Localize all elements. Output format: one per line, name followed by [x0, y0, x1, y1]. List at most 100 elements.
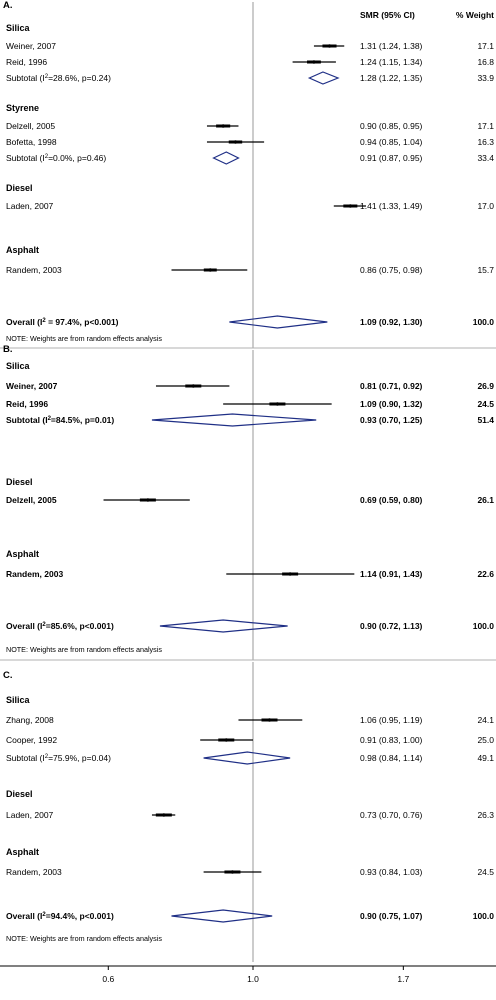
ci-value: 0.93 (0.70, 1.25) [360, 415, 423, 425]
group-label: Silica [6, 361, 31, 371]
study-label: Randem, 2003 [6, 265, 62, 275]
weight-value: 26.3 [477, 810, 494, 820]
panel-label: A. [3, 0, 13, 11]
point-estimate [146, 498, 150, 502]
x-axis: 0.6 1.0 1.7 [0, 965, 496, 984]
ci-value: 1.28 (1.22, 1.35) [360, 73, 423, 83]
ci-value: 1.06 (0.95, 1.19) [360, 715, 423, 725]
weight-value: 25.0 [477, 735, 494, 745]
group-label: Silica [6, 23, 31, 33]
ci-value: 0.90 (0.75, 1.07) [360, 911, 423, 921]
subtotal-label: Subtotal (I2=28.6%, p=0.24) [6, 73, 111, 83]
study-label: Reid, 1996 [6, 57, 47, 67]
ci-value: 1.14 (0.91, 1.43) [360, 569, 423, 579]
point-estimate [191, 384, 196, 388]
point-estimate [312, 60, 316, 64]
study-label: Reid, 1996 [6, 399, 48, 409]
weights-note: NOTE: Weights are from random effects an… [6, 645, 162, 654]
weight-value: 16.3 [477, 137, 494, 147]
point-estimate [224, 738, 229, 742]
ci-value: 0.86 (0.75, 0.98) [360, 265, 423, 275]
ci-value: 0.91 (0.87, 0.95) [360, 153, 423, 163]
weight-value: 24.5 [477, 399, 494, 409]
ci-value: 0.81 (0.71, 0.92) [360, 381, 423, 391]
weight-value: 24.1 [477, 715, 494, 725]
weight-value: 26.1 [477, 495, 494, 505]
weight-value: 17.1 [477, 41, 494, 51]
group-label: Styrene [6, 103, 39, 113]
overall-diamond [171, 909, 273, 923]
ci-value: 0.73 (0.70, 0.76) [360, 810, 423, 820]
study-label: Weiner, 2007 [6, 381, 58, 391]
group-label: Diesel [6, 789, 33, 799]
study-label: Laden, 2007 [6, 810, 54, 820]
weight-value: 49.1 [477, 753, 494, 763]
weight-value: 100.0 [473, 317, 495, 327]
panel-label: C. [3, 670, 13, 681]
group-label: Asphalt [6, 847, 39, 857]
point-estimate [233, 140, 238, 144]
overall-label: Overall (I2=85.6%, p<0.001) [6, 621, 114, 631]
weights-note: NOTE: Weights are from random effects an… [6, 934, 162, 943]
weight-value: 16.8 [477, 57, 494, 67]
group-label: Silica [6, 695, 31, 705]
point-estimate [208, 268, 213, 272]
study-label: Weiner, 2007 [6, 41, 56, 51]
weight-value: 51.4 [477, 415, 494, 425]
column-header-estimate: SMR (95% CI) [360, 10, 415, 20]
subtotal-diamond [212, 151, 240, 165]
ci-value: 0.91 (0.83, 1.00) [360, 735, 423, 745]
x-tick-label: 1.0 [247, 974, 259, 984]
study-label: Randem, 2003 [6, 569, 63, 579]
study-label: Cooper, 1992 [6, 735, 57, 745]
panel-c: C. Silica Zhang, 2008 1.06 (0.95, 1.19) 24.1… [3, 662, 494, 962]
subtotal-diamond [307, 71, 340, 85]
ci-value: 1.31 (1.24, 1.38) [360, 41, 423, 51]
overall-label: Overall (I2 = 97.4%, p<0.001) [6, 317, 119, 327]
panel-b: B. Silica Weiner, 2007 0.81 (0.71, 0.92) 26.… [0, 344, 496, 661]
subtotal-label: Subtotal (I2=0.0%, p=0.46) [6, 153, 106, 163]
group-label: Diesel [6, 477, 33, 487]
weight-value: 17.1 [477, 121, 494, 131]
ci-value: 1.41 (1.33, 1.49) [360, 201, 423, 211]
point-estimate [348, 204, 353, 208]
ci-value: 0.98 (0.84, 1.14) [360, 753, 423, 763]
x-tick-label: 0.6 [102, 974, 114, 984]
point-estimate [275, 402, 280, 406]
ci-value: 0.90 (0.72, 1.13) [360, 621, 423, 631]
subtotal-diamond [151, 413, 317, 427]
point-estimate [267, 718, 272, 722]
study-label: Laden, 2007 [6, 201, 54, 211]
weight-value: 100.0 [473, 621, 495, 631]
overall-diamond [229, 315, 328, 329]
subtotal-label: Subtotal (I2=75.9%, p=0.04) [6, 753, 111, 763]
weights-note: NOTE: Weights are from random effects an… [6, 334, 162, 343]
overall-label: Overall (I2=94.4%, p<0.001) [6, 911, 114, 921]
study-label: Delzell, 2005 [6, 495, 57, 505]
weight-value: 26.9 [477, 381, 494, 391]
ci-value: 1.24 (1.15, 1.34) [360, 57, 423, 67]
study-label: Bofetta, 1998 [6, 137, 57, 147]
column-header-weight: % Weight [456, 10, 494, 20]
ci-value: 0.90 (0.85, 0.95) [360, 121, 423, 131]
study-label: Zhang, 2008 [6, 715, 54, 725]
weight-value: 100.0 [473, 911, 495, 921]
subtotal-label: Subtotal (I2=84.5%, p=0.01) [6, 415, 114, 425]
ci-value: 0.94 (0.85, 1.04) [360, 137, 423, 147]
weight-value: 33.4 [477, 153, 494, 163]
group-label: Diesel [6, 183, 33, 193]
ci-value: 0.69 (0.59, 0.80) [360, 495, 423, 505]
point-estimate [221, 124, 225, 128]
group-label: Asphalt [6, 549, 39, 559]
panel-label: B. [3, 344, 13, 355]
subtotal-diamond [203, 751, 291, 765]
point-estimate [162, 813, 166, 817]
ci-value: 1.09 (0.90, 1.32) [360, 399, 423, 409]
weight-value: 17.0 [477, 201, 494, 211]
weight-value: 15.7 [477, 265, 494, 275]
study-label: Delzell, 2005 [6, 121, 55, 131]
study-label: Randem, 2003 [6, 867, 62, 877]
x-tick-label: 1.7 [397, 974, 409, 984]
group-label: Asphalt [6, 245, 39, 255]
